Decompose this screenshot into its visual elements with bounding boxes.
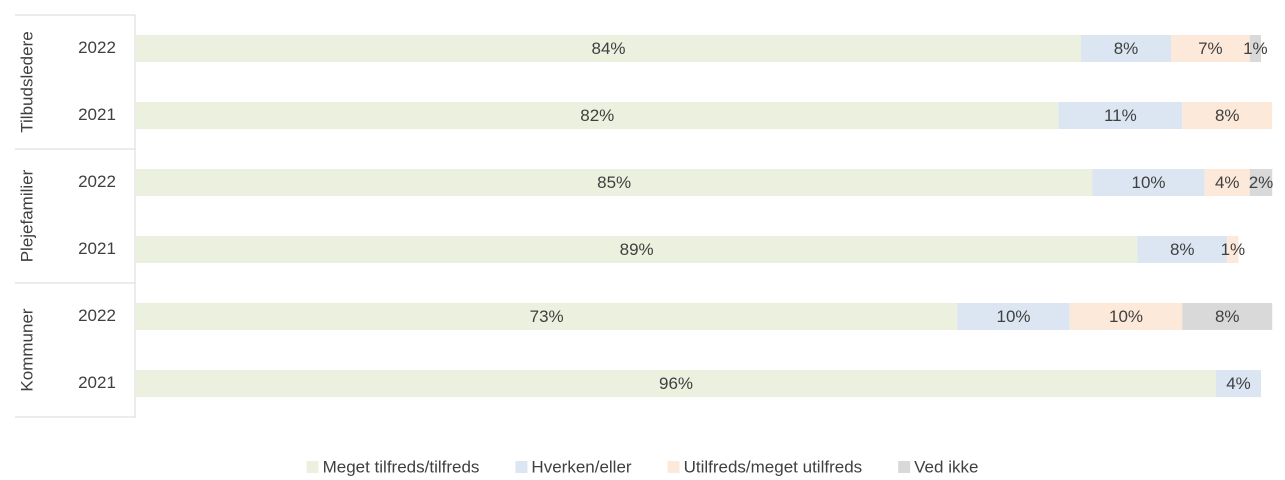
category-label: 2021 [78, 239, 116, 258]
category-label: 2021 [78, 105, 116, 124]
bar-segment [1249, 35, 1261, 62]
bar-segment [1081, 35, 1171, 62]
value-label: 2% [1249, 173, 1274, 192]
bar-segment [1069, 303, 1183, 330]
legend-marker [898, 461, 911, 473]
value-label: 8% [1114, 39, 1139, 58]
legend-label: Utilfreds/meget utilfreds [684, 457, 863, 476]
legend-marker [515, 461, 528, 473]
value-label: 1% [1243, 39, 1268, 58]
bar-segment [1058, 102, 1183, 129]
legend-label: Ved ikke [914, 457, 978, 476]
value-label: 10% [1109, 307, 1143, 326]
bar-segment [136, 102, 1059, 129]
legend-label: Meget tilfreds/tilfreds [323, 457, 480, 476]
bar-segment [1216, 370, 1261, 397]
bar-segment [1137, 236, 1228, 263]
bar-segment [1182, 102, 1273, 129]
bar-segment [1227, 236, 1239, 263]
value-label: 8% [1215, 307, 1240, 326]
legend-marker [667, 461, 680, 473]
legend-marker [306, 461, 319, 473]
bar-segment [136, 169, 1093, 196]
bar-segment [1204, 169, 1250, 196]
bar-segment [136, 303, 958, 330]
value-label: 82% [580, 106, 614, 125]
bar-segment [957, 303, 1070, 330]
value-label: 10% [996, 307, 1030, 326]
category-label: 2022 [78, 172, 116, 191]
value-label: 85% [597, 173, 631, 192]
legend-label: Hverken/eller [531, 457, 631, 476]
bar-segment [1171, 35, 1250, 62]
bar-segment [1182, 303, 1273, 330]
category-label: 2022 [78, 38, 116, 57]
value-label: 8% [1170, 240, 1195, 259]
category-label: 2022 [78, 306, 116, 325]
group-label: Tilbudsledere [17, 31, 36, 132]
value-label: 7% [1198, 39, 1223, 58]
value-label: 11% [1104, 106, 1137, 125]
group-label: Plejefamilier [17, 169, 36, 262]
category-label: 2021 [78, 373, 116, 392]
bar-segment [1092, 169, 1205, 196]
value-label: 89% [620, 240, 654, 259]
value-label: 4% [1215, 173, 1240, 192]
bar-segment [136, 35, 1081, 62]
bar-segment [1249, 169, 1273, 196]
value-label: 1% [1221, 240, 1246, 259]
bar-segment [136, 236, 1138, 263]
value-label: 10% [1131, 173, 1165, 192]
group-label: Kommuner [17, 308, 36, 391]
value-label: 84% [591, 39, 625, 58]
value-label: 4% [1226, 374, 1251, 393]
value-label: 73% [530, 307, 564, 326]
value-label: 96% [659, 374, 693, 393]
bar-segment [136, 370, 1216, 397]
value-label: 8% [1215, 106, 1240, 125]
